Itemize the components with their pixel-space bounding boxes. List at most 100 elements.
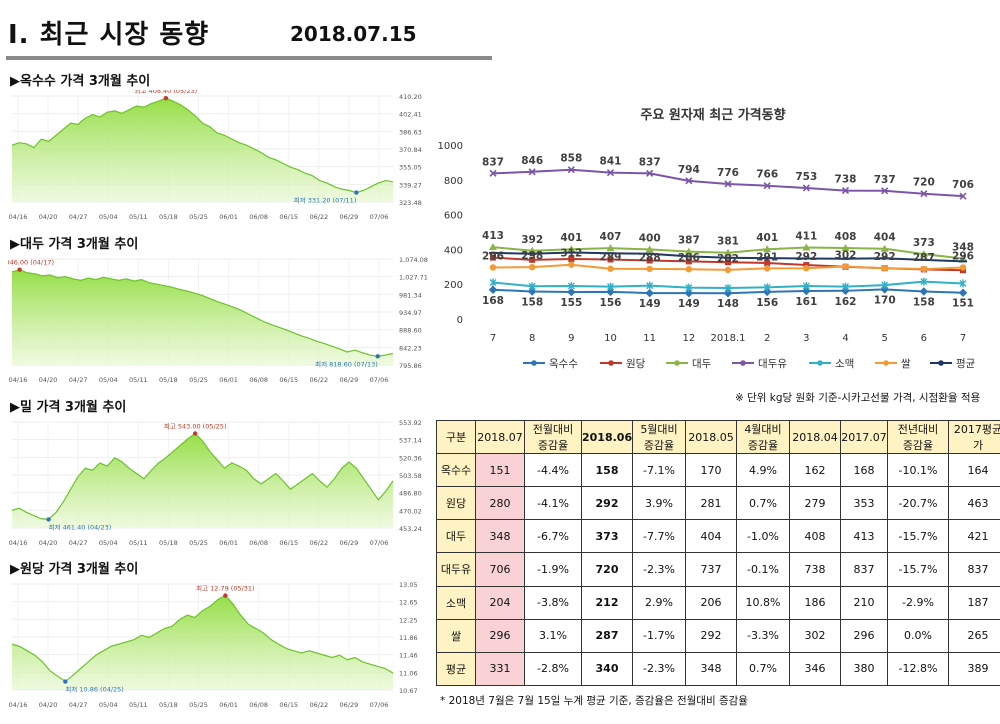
data-label: 753: [795, 171, 817, 183]
table-row-label: 옥수수: [436, 452, 476, 488]
x-tick-label: 05/04: [99, 213, 118, 221]
series-point: [607, 282, 614, 291]
data-label: 720: [913, 177, 935, 189]
table-row: 대두유 706 -1.9% 720 -2.3% 737 -0.1% 738 837 -15.7% 8…: [436, 552, 1000, 587]
table-header-cell: 2017평균가: [948, 420, 1000, 454]
low-label: 최저 461.40 (04/23): [49, 522, 112, 531]
x-tick-label: 06/29: [340, 701, 359, 709]
data-label: 298: [521, 250, 543, 262]
x-tick-label: 06/08: [249, 701, 268, 709]
table-header-cell: 구분: [436, 420, 476, 454]
x-tick-label: 04/27: [69, 539, 88, 547]
series-point: [567, 281, 575, 290]
area-fill: [12, 269, 393, 365]
table-cell: 10.8%: [736, 585, 790, 620]
x-tick-label: 05/04: [99, 701, 118, 709]
table-row: 옥수수 151 -4.4% 158 -7.1% 170 4.9% 162 168 -10.1% 16…: [436, 452, 1000, 488]
series-point: [490, 254, 496, 261]
legend-label: 소맥: [835, 358, 854, 370]
high-label: 최고 12.79 (05/31): [196, 584, 255, 593]
table-cell: 3.1%: [524, 618, 582, 653]
table-cell: -10.1%: [887, 452, 949, 488]
data-label: 289: [600, 252, 622, 264]
x-tick-label: 05/04: [99, 376, 118, 384]
series-point: [725, 259, 731, 266]
mini-chart-heading: ▶밀 가격 3개월 추이: [10, 400, 127, 415]
series-point: [763, 283, 771, 292]
mini-chart: 553.92 537.14 520.36 503.58 486.80 470.02 453.…: [9, 419, 422, 547]
data-label: 407: [600, 231, 622, 243]
table-cell: 186: [789, 585, 841, 620]
x-tick-label: 05/25: [189, 701, 208, 709]
x-tick-label: 06/29: [340, 376, 359, 384]
table-cell: 408: [789, 519, 841, 554]
table-cell: -3.8%: [524, 585, 582, 620]
x-tick-label: 06/22: [309, 539, 328, 547]
high-marker: [17, 267, 22, 272]
data-label: 401: [560, 232, 582, 244]
table-header-cell: 2018.06: [581, 420, 633, 454]
data-label: 738: [835, 174, 857, 186]
series-point: [646, 281, 654, 290]
table-cell: -2.9%: [887, 585, 949, 620]
table-cell: 0.7%: [736, 486, 790, 521]
x-tick-label: 7: [490, 333, 496, 344]
table-header-row: 구분 2018.07 전월대비 증감율 2018.06 5월대비 증감율 2018.05 4월대…: [436, 420, 1000, 454]
table-cell: -15.7%: [887, 519, 949, 554]
table-row: 원당 280 -4.1% 292 3.9% 281 0.7% 279 353 -20.7% 463: [436, 486, 1000, 521]
x-tick-label: 05/04: [99, 539, 118, 547]
data-label: 846: [521, 155, 543, 167]
data-label: 156: [600, 297, 622, 309]
table-row: 대두 348 -6.7% 373 -7.7% 404 -1.0% 408 413 -15.7% 42…: [436, 519, 1000, 554]
series-point: [645, 288, 654, 298]
y-tick-label: 553.92: [399, 419, 422, 427]
table-cell: -0.1%: [736, 552, 790, 587]
table-header-cell: 전월대비 증감율: [524, 420, 582, 454]
low-label: 최저 10.86 (04/25): [65, 685, 124, 694]
x-tick-label: 04/16: [9, 539, 28, 547]
y-tick-label: 400: [444, 245, 463, 256]
data-label: 413: [482, 230, 504, 242]
area-line: [11, 269, 394, 357]
x-tick-label: 06/29: [340, 539, 359, 547]
data-label: 168: [482, 295, 504, 307]
series-point: [841, 244, 850, 252]
data-label: 149: [678, 298, 700, 310]
table-cell: 837: [948, 552, 1000, 587]
x-tick-label: 05/18: [159, 701, 178, 709]
high-marker: [192, 431, 198, 436]
series-point: [803, 264, 810, 272]
table-cell: 353: [840, 486, 888, 521]
y-tick-label: 12.25: [399, 616, 418, 624]
x-tick-label: 07/06: [370, 701, 389, 709]
table-cell: 720: [581, 552, 633, 587]
table-cell: 302: [789, 618, 841, 653]
data-label: 401: [756, 232, 778, 244]
x-tick-label: 11: [643, 333, 656, 344]
x-tick-label: 6: [921, 333, 927, 344]
x-tick-label: 06/22: [309, 376, 328, 384]
mini-chart: 410.20 402.41 386.63 370.84 355.05 339.27 323.…: [9, 90, 422, 221]
x-tick-label: 06/01: [219, 539, 238, 547]
table-cell: 296: [840, 618, 888, 653]
table-cell: -4.4%: [524, 452, 582, 488]
series-point: [685, 177, 693, 185]
series-point: [606, 244, 615, 252]
series-point: [645, 245, 654, 253]
data-label: 282: [717, 253, 739, 265]
data-label: 149: [639, 298, 661, 310]
x-tick-label: 05/25: [189, 213, 208, 221]
table-cell: 389: [948, 651, 1000, 687]
y-tick-label: 13.05: [399, 581, 418, 589]
area-line: [11, 432, 394, 521]
table-cell: 706: [475, 552, 525, 587]
x-tick-label: 06/15: [279, 701, 298, 709]
data-label: 706: [952, 179, 974, 191]
footer-note: * 2018년 7월은 7월 15일 누계 평균 기준, 증감율은 전월대비 증…: [440, 695, 748, 707]
table-cell: 348: [475, 519, 525, 554]
high-marker: [163, 96, 169, 101]
series-point: [488, 285, 498, 295]
low-label: 최저 331.20 (07/11): [294, 196, 357, 205]
table-cell: -2.8%: [524, 651, 582, 687]
series-point: [567, 287, 576, 297]
